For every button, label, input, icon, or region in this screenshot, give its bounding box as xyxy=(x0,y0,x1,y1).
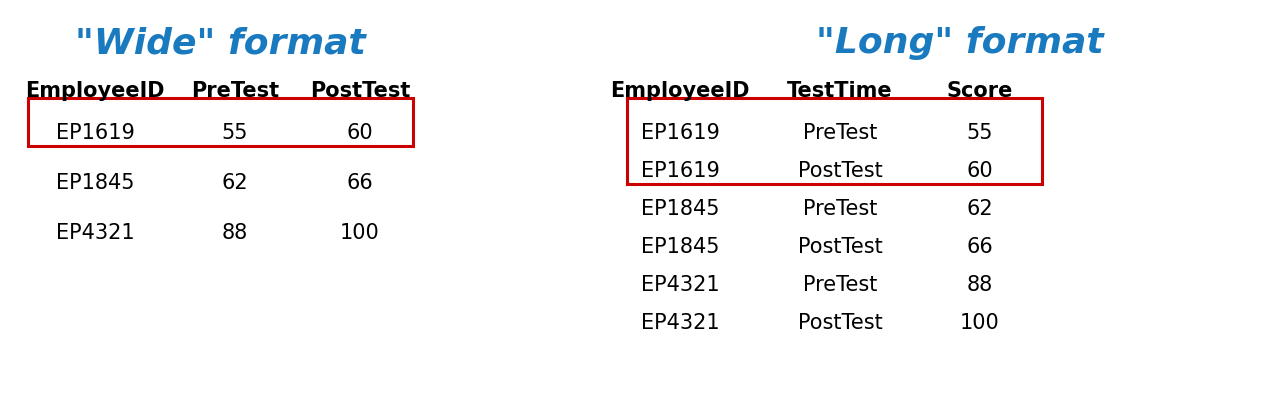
Text: 88: 88 xyxy=(966,275,993,295)
Text: 100: 100 xyxy=(960,313,1000,333)
Text: 60: 60 xyxy=(347,123,374,143)
Text: 66: 66 xyxy=(347,173,374,193)
Text: 60: 60 xyxy=(966,161,993,181)
Text: 62: 62 xyxy=(966,199,993,219)
Text: EmployeeID: EmployeeID xyxy=(26,81,165,101)
Text: Score: Score xyxy=(947,81,1014,101)
Text: EP1619: EP1619 xyxy=(640,161,719,181)
Text: 66: 66 xyxy=(966,237,993,257)
Text: EP1619: EP1619 xyxy=(640,123,719,143)
Text: 88: 88 xyxy=(221,223,248,243)
Text: PreTest: PreTest xyxy=(191,81,279,101)
Text: PostTest: PostTest xyxy=(797,237,882,257)
Text: EP1845: EP1845 xyxy=(641,237,719,257)
Text: EP1619: EP1619 xyxy=(55,123,134,143)
Text: 100: 100 xyxy=(340,223,380,243)
Text: 55: 55 xyxy=(221,123,248,143)
Text: PreTest: PreTest xyxy=(803,275,877,295)
Text: 62: 62 xyxy=(221,173,248,193)
Text: PreTest: PreTest xyxy=(803,199,877,219)
Text: EP4321: EP4321 xyxy=(641,313,719,333)
Text: "Wide" format: "Wide" format xyxy=(74,26,365,60)
Text: EP4321: EP4321 xyxy=(641,275,719,295)
Text: TestTime: TestTime xyxy=(787,81,893,101)
Text: PostTest: PostTest xyxy=(797,161,882,181)
Text: 55: 55 xyxy=(966,123,993,143)
Text: "Long" format: "Long" format xyxy=(817,26,1103,60)
Text: EP1845: EP1845 xyxy=(641,199,719,219)
Text: EP4321: EP4321 xyxy=(56,223,134,243)
Text: PreTest: PreTest xyxy=(803,123,877,143)
Text: EP1845: EP1845 xyxy=(56,173,134,193)
Text: PostTest: PostTest xyxy=(797,313,882,333)
Text: PostTest: PostTest xyxy=(310,81,410,101)
Text: EmployeeID: EmployeeID xyxy=(611,81,750,101)
